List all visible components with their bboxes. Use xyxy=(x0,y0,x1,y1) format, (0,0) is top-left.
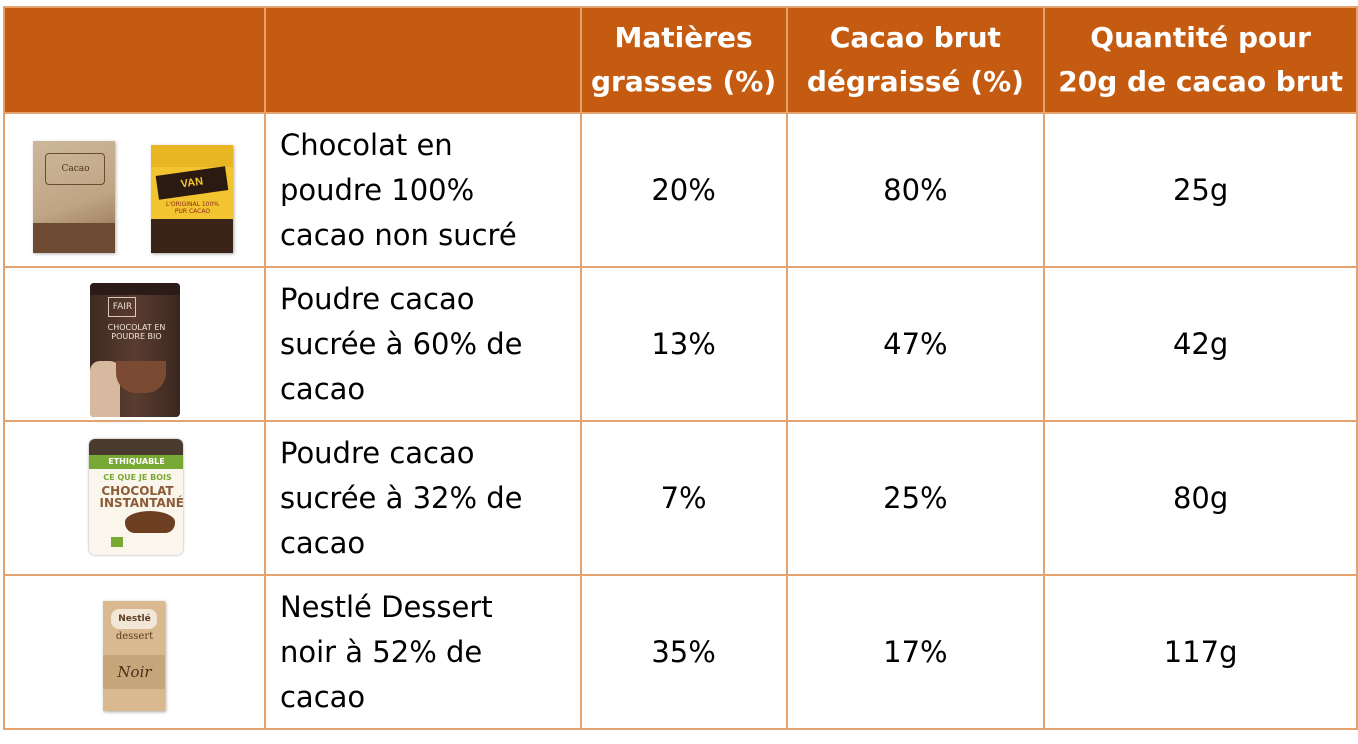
header-product-cell xyxy=(263,6,582,114)
product-image-cell: Nestlé dessert Noir xyxy=(3,574,266,730)
product-name: Poudre cacao sucrée à 60% de cacao xyxy=(263,266,582,422)
table-row: Cacao VAN HOUTEN L'ORIGINAL 100% PUR CAC… xyxy=(3,112,1358,268)
cocoa-pouch-icon: Cacao xyxy=(33,141,116,253)
comparison-table: Matières grasses (%) Cacao brut dégraiss… xyxy=(3,6,1358,730)
ethiquable-cocoa-tin-icon: ETHIQUABLE CE QUE JE BOIS CHOCOLAT INSTA… xyxy=(89,439,184,555)
cocoa-value: 25% xyxy=(785,420,1046,576)
quantity-value: 80g xyxy=(1043,420,1358,576)
nestle-dessert-bar-icon: Nestlé dessert Noir xyxy=(103,601,166,711)
header-fat: Matières grasses (%) xyxy=(579,6,788,114)
product-name: Nestlé Dessert noir à 52% de cacao xyxy=(263,574,582,730)
fat-value: 20% xyxy=(579,112,788,268)
product-name: Chocolat en poudre 100% cacao non sucré xyxy=(263,112,582,268)
product-image-cell: ETHIQUABLE CE QUE JE BOIS CHOCOLAT INSTA… xyxy=(3,420,266,576)
header-image-cell xyxy=(3,6,266,114)
cocoa-value: 47% xyxy=(785,266,1046,422)
quantity-value: 117g xyxy=(1043,574,1358,730)
cocoa-value: 80% xyxy=(785,112,1046,268)
cocoa-value: 17% xyxy=(785,574,1046,730)
fat-value: 7% xyxy=(579,420,788,576)
table-row: ETHIQUABLE CE QUE JE BOIS CHOCOLAT INSTA… xyxy=(3,420,1358,576)
product-name: Poudre cacao sucrée à 32% de cacao xyxy=(263,420,582,576)
product-image-cell: FAIR CHOCOLAT EN POUDRE BIO xyxy=(3,266,266,422)
table-header-row: Matières grasses (%) Cacao brut dégraiss… xyxy=(3,6,1358,114)
quantity-value: 25g xyxy=(1043,112,1358,268)
header-fat-line2: grasses (%) xyxy=(591,65,777,98)
header-cocoa-line1: Cacao brut xyxy=(829,21,1001,54)
fat-value: 13% xyxy=(579,266,788,422)
header-qty-line1: Quantité pour xyxy=(1090,21,1311,54)
header-fat-line1: Matières xyxy=(614,21,753,54)
header-cocoa-line2: dégraissé (%) xyxy=(806,65,1024,98)
header-cocoa: Cacao brut dégraissé (%) xyxy=(785,6,1046,114)
van-houten-box-icon: VAN HOUTEN L'ORIGINAL 100% PUR CACAO xyxy=(151,145,234,253)
table-row: FAIR CHOCOLAT EN POUDRE BIO Poudre cacao… xyxy=(3,266,1358,422)
fair-cocoa-tin-icon: FAIR CHOCOLAT EN POUDRE BIO xyxy=(90,283,181,417)
fat-value: 35% xyxy=(579,574,788,730)
quantity-value: 42g xyxy=(1043,266,1358,422)
header-qty-line2: 20g de cacao brut xyxy=(1058,65,1343,98)
header-quantity: Quantité pour 20g de cacao brut xyxy=(1043,6,1358,114)
product-image-cell: Cacao VAN HOUTEN L'ORIGINAL 100% PUR CAC… xyxy=(3,112,266,268)
table-row: Nestlé dessert Noir Nestlé Dessert noir … xyxy=(3,574,1358,730)
